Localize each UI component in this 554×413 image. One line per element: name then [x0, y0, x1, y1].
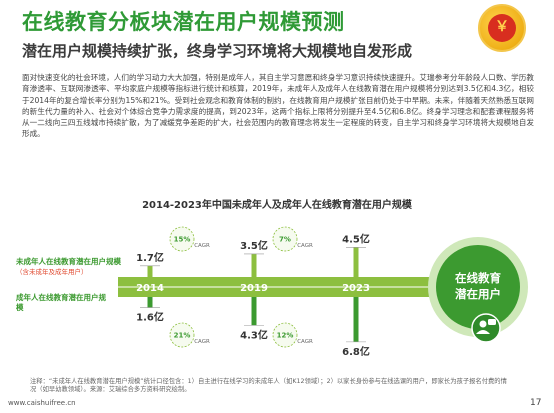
timeline-year-label: 2019 [240, 283, 268, 294]
timeline-year-label: 2023 [342, 283, 370, 294]
cagr-label: CAGR [297, 243, 313, 249]
legend-adult: 成年人在线教育潜在用户规模 [16, 293, 108, 313]
cagr-value: 15% [174, 236, 191, 244]
bar-minor [251, 253, 257, 277]
legend-adult-label: 成年人在线教育潜在用户规模 [16, 293, 106, 312]
cagr-value: 21% [174, 332, 191, 340]
data-label-minor: 3.5亿 [240, 239, 268, 252]
data-label-minor: 1.7亿 [136, 251, 164, 264]
cagr-circle [169, 322, 195, 348]
page-subtitle: 潜在用户规模持续扩张，终身学习环境将大规模地自发形成 [22, 42, 413, 60]
cagr-circle [169, 226, 195, 252]
data-label-adult: 6.8亿 [342, 345, 370, 358]
end-circle-label-2: 潜在用户 [455, 287, 501, 301]
bar-adult [353, 297, 359, 342]
page-title: 在线教育分板块潜在用户规模预测 [22, 10, 345, 34]
cagr-circle [272, 322, 298, 348]
body-paragraph: 面对快速变化的社会环境，人们的学习动力大大加强，特别是成年人，其自主学习意愿和终… [22, 73, 534, 139]
end-circle [436, 245, 520, 329]
timeline-year-label: 2014 [136, 283, 164, 294]
end-circle-label-1: 在线教育 [455, 271, 501, 285]
logo: ￥ [478, 4, 526, 52]
cagr-label: CAGR [194, 339, 210, 345]
chat-bubble-icon [488, 319, 496, 325]
footnote: 注释：“未成年人在线教育潜在用户规模”统计口径包含：1）自主进行在线学习的未成年… [30, 378, 507, 393]
user-icon-body [476, 330, 490, 334]
legend-minor-note: （含未成年及成年用户） [16, 268, 88, 276]
logo-glyph-icon: ￥ [495, 19, 509, 35]
cagr-value: 12% [277, 332, 294, 340]
user-icon-bg [471, 313, 501, 343]
bar-adult [147, 297, 153, 308]
cagr-circle [272, 226, 298, 252]
cagr-label: CAGR [194, 243, 210, 249]
data-label-minor: 4.5亿 [342, 232, 370, 245]
source-url: www.caishuifree.cn [8, 399, 76, 407]
data-label-adult: 4.3亿 [240, 328, 268, 341]
data-label-adult: 1.6亿 [136, 311, 164, 324]
bar-minor [353, 247, 359, 277]
page-number: 17 [530, 398, 542, 408]
cagr-value: 7% [279, 236, 291, 244]
bar-minor [147, 265, 153, 277]
bar-adult [251, 297, 257, 326]
logo-inner [488, 14, 516, 42]
legend-minor: 未成年人在线教育潜在用户规模 （含未成年及成年用户） [16, 257, 121, 277]
user-icon [479, 320, 487, 328]
chart-title: 2014-2023年中国未成年人及成年人在线教育潜在用户规模 [142, 200, 412, 211]
legend-minor-label: 未成年人在线教育潜在用户规模 [16, 257, 121, 266]
cagr-label: CAGR [297, 339, 313, 345]
